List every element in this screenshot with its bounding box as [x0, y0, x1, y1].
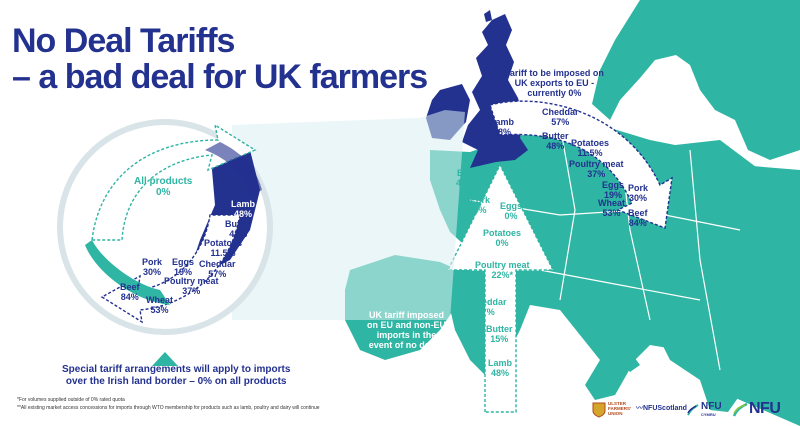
export-arrow — [489, 100, 673, 229]
import-arrow — [446, 163, 555, 413]
ni-item-wheat: Wheat 53% — [146, 295, 173, 315]
nfu-cymru-logo: NFU CYMRU — [686, 400, 724, 420]
italy-shape — [560, 290, 640, 372]
export-item-potatoes: Potatoes 11.5% — [571, 138, 610, 158]
export-item-wheat: Wheat 53% — [598, 198, 625, 218]
export-item-cheddar: Cheddar 57% — [542, 107, 579, 127]
finland-shape — [715, 20, 790, 130]
ulster-farmers-union-logo: ULSTER FARMERS' UNION — [592, 400, 634, 420]
magnifier-connector — [232, 110, 465, 320]
export-heading: Tariff to be imposed on UK exports to EU… — [505, 68, 604, 98]
ni-all-products: All products 0% — [134, 176, 193, 198]
title-line-1: No Deal Tariffs — [12, 22, 235, 60]
nfu-leaf-icon — [732, 402, 748, 417]
import-item-eggs: Eggs 0% — [500, 201, 523, 221]
import-item-beef: Beef 45%* — [456, 168, 478, 188]
import-item-pork: Pork 4% — [470, 195, 491, 215]
export-item-beef: Beef 84% — [628, 208, 648, 228]
ni-item-lamb: Lamb 48% — [231, 199, 256, 219]
ni-teal-band — [85, 240, 170, 305]
title-line-2: – a bad deal for UK farmers — [12, 58, 428, 96]
import-item-lamb: Lamb 48% — [488, 358, 513, 378]
import-item-cheddar: Cheddar 7% — [470, 297, 507, 317]
import-heading: UK tariff imposed on EU and non-EU impor… — [367, 310, 446, 350]
ni-item-poultry-meat: Poultry meat 37% — [164, 276, 219, 296]
ni-item-pork: Pork 30% — [142, 257, 163, 277]
footnote-2: **All existing market access concessions… — [17, 405, 320, 411]
ufu-shield-icon — [592, 402, 606, 418]
export-item-eggs: Eggs 19% — [602, 180, 625, 200]
ni-item-cheddar: Cheddar 57% — [199, 259, 236, 279]
ni-item-beef: Beef 84% — [120, 282, 140, 302]
import-item-poultry-meat: Poultry meat 22%* — [475, 260, 530, 280]
export-item-lamb: Lamb 48% — [490, 117, 515, 137]
shetland-shape — [484, 10, 492, 22]
ni-item-potatoes: Potatoes 11.5% — [204, 238, 243, 258]
greece-shape — [700, 372, 740, 412]
footnote-1: *For volumes supplied outside of 0% rate… — [17, 397, 125, 403]
nfu-scotland-logo: 〰NFUScotland — [636, 405, 687, 412]
ni-navy-band — [205, 142, 262, 195]
import-item-butter: Butter 15% — [486, 324, 513, 344]
irish-border-pointer — [152, 352, 178, 366]
import-item-potatoes: Potatoes 0% — [483, 228, 522, 248]
export-item-poultry-meat: Poultry meat 37% — [569, 159, 624, 179]
nfu-logo: NFU — [732, 400, 792, 420]
ni-navy-arrow — [100, 214, 241, 324]
export-item-pork: Pork 30% — [628, 183, 649, 203]
ni-item-eggs: Eggs 19% — [172, 257, 195, 277]
ni-item-butter: Butter 48% — [225, 219, 252, 239]
nfu-wheat-icon — [687, 404, 699, 416]
import-item-wheat: Wheat 0% — [526, 287, 553, 307]
eastern-europe-shape — [630, 140, 800, 426]
export-item-butter: Butter 48% — [542, 131, 569, 151]
irish-border-note: Special tariff arrangements will apply t… — [62, 364, 291, 387]
